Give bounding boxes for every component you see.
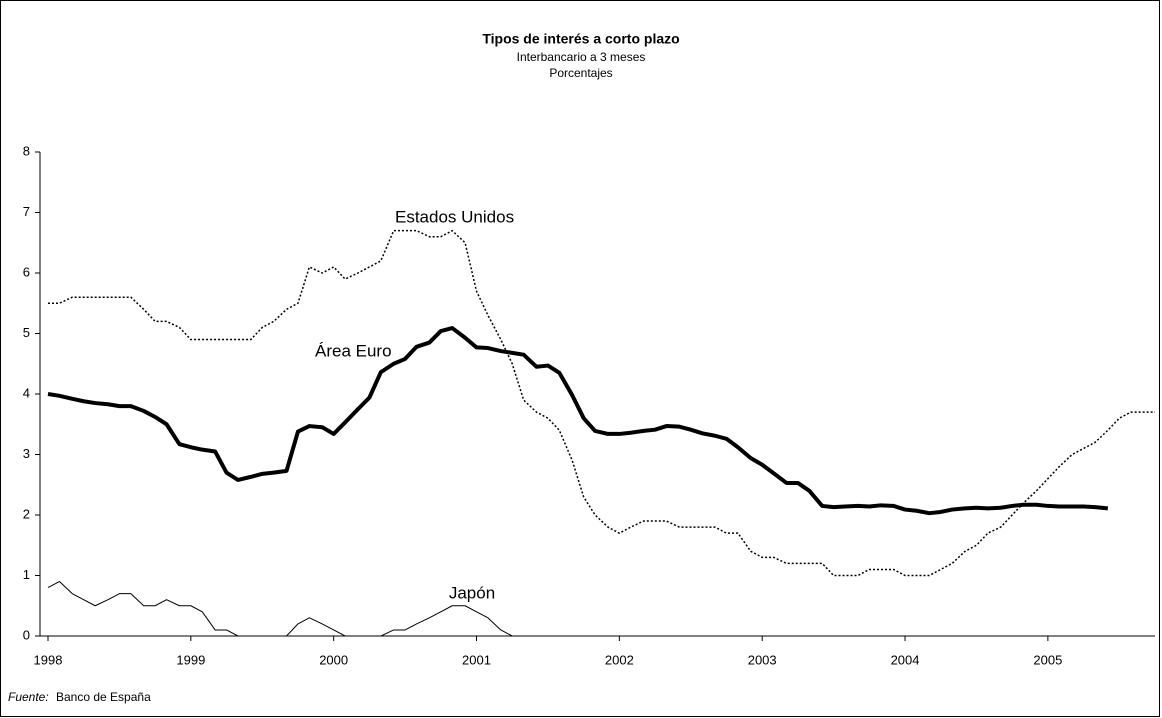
x-tick-label: 1998: [34, 652, 63, 667]
series-line: [47, 326, 1109, 516]
series-label: Japón: [449, 583, 495, 602]
y-tick-label: 3: [23, 446, 30, 461]
y-tick-label: 6: [23, 264, 30, 279]
source-label: Fuente:: [8, 690, 49, 704]
x-tick-label: 2005: [1033, 652, 1062, 667]
x-tick-label: 2004: [891, 652, 920, 667]
y-tick-label: 1: [23, 567, 30, 582]
series-label: Área Euro: [315, 341, 392, 360]
y-tick-label: 4: [23, 385, 30, 400]
y-tick-label: 7: [23, 204, 30, 219]
chart-subtitle: Interbancario a 3 meses: [517, 50, 646, 64]
y-tick-label: 5: [23, 325, 30, 340]
y-tick-label: 8: [23, 143, 30, 158]
y-tick-label: 2: [23, 506, 30, 521]
x-tick-label: 2000: [319, 652, 348, 667]
series-label: Estados Unidos: [395, 207, 514, 226]
chart-title: Tipos de interés a corto plazo: [482, 31, 679, 47]
source-text: Banco de España: [56, 690, 151, 704]
x-tick-label: 1999: [176, 652, 205, 667]
x-tick-label: 2003: [748, 652, 777, 667]
x-tick-label: 2002: [605, 652, 634, 667]
x-tick-label: 2001: [462, 652, 491, 667]
chart-subtitle: Porcentajes: [549, 66, 612, 80]
series-line: [47, 581, 524, 637]
y-tick-label: 0: [23, 627, 30, 642]
